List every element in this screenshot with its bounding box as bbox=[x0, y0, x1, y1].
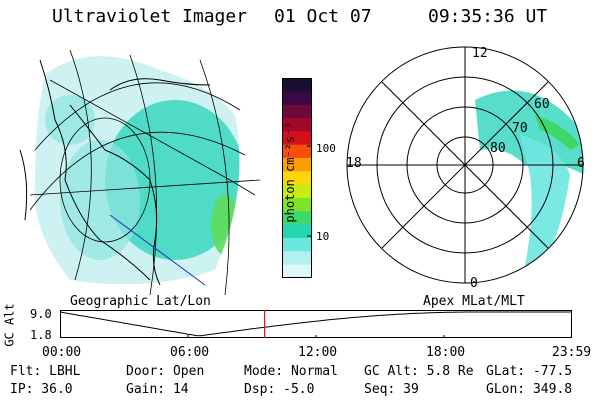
time-label: 09:35:36 UT bbox=[428, 6, 548, 27]
colorbar-swatch bbox=[282, 238, 312, 252]
status-dsp: Dsp: -5.0 bbox=[244, 382, 315, 397]
colorbar-swatch bbox=[282, 118, 312, 132]
altitude-plot bbox=[60, 310, 572, 338]
mlt-label-12: 12 bbox=[472, 46, 488, 61]
status-glat: GLat: -77.5 bbox=[486, 364, 573, 379]
mlt-label-0: 0 bbox=[470, 276, 478, 291]
app-title: Ultraviolet Imager bbox=[52, 6, 248, 27]
status-gain: Gain: 14 bbox=[126, 382, 189, 397]
altitude-ytick-bottom: 1.8 bbox=[30, 328, 52, 342]
status-door: Door: Open bbox=[126, 364, 205, 379]
polar-plot bbox=[346, 46, 584, 284]
status-flt: Flt: LBHL bbox=[10, 364, 81, 379]
mlt-label-6: 6 bbox=[577, 156, 585, 171]
colorbar-swatch bbox=[282, 78, 312, 92]
colorbar-border bbox=[282, 78, 312, 278]
altitude-xtick-0: 00:00 bbox=[42, 345, 82, 360]
colorbar-swatch bbox=[282, 91, 312, 106]
status-gc-alt: GC Alt: 5.8 Re bbox=[364, 364, 474, 379]
polar-caption: Apex MLat/MLT bbox=[423, 294, 525, 309]
geo-caption: Geographic Lat/Lon bbox=[70, 294, 211, 309]
status-mode: Mode: Normal bbox=[244, 364, 338, 379]
status-ip: IP: 36.0 bbox=[10, 382, 73, 397]
colorbar-swatch bbox=[282, 158, 312, 172]
colorbar-swatch bbox=[282, 171, 312, 186]
altitude-ytick-top: 9.0 bbox=[30, 307, 52, 321]
status-seq: Seq: 39 bbox=[364, 382, 419, 397]
colorbar-tick-10: 10 bbox=[316, 230, 330, 243]
altitude-xtick-2: 12:00 bbox=[298, 345, 338, 360]
mlat-label-60: 60 bbox=[534, 97, 550, 112]
color-bar bbox=[282, 78, 312, 278]
colorbar-swatch bbox=[282, 144, 312, 159]
mlt-label-18: 18 bbox=[346, 156, 362, 171]
colorbar-tick-100: 100 bbox=[316, 142, 336, 155]
altitude-xtick-1: 06:00 bbox=[170, 345, 210, 360]
colorbar-swatch bbox=[282, 184, 312, 199]
colorbar-swatch bbox=[282, 131, 312, 146]
colorbar-swatch bbox=[282, 211, 312, 226]
altitude-ylabel: GC Alt bbox=[2, 303, 17, 347]
colorbar-swatch bbox=[282, 251, 312, 266]
colorbar-swatch bbox=[282, 198, 312, 212]
status-glon: GLon: 349.8 bbox=[486, 382, 573, 397]
geographic-image bbox=[19, 49, 261, 295]
colorbar-swatch bbox=[282, 224, 312, 239]
mlat-label-70: 70 bbox=[512, 121, 528, 136]
altitude-xtick-4: 23:59 bbox=[552, 345, 592, 360]
altitude-xtick-3: 18:00 bbox=[426, 345, 466, 360]
date-label: 01 Oct 07 bbox=[274, 6, 372, 27]
altitude-curve bbox=[60, 311, 572, 337]
altitude-plot-frame bbox=[60, 310, 572, 338]
mlat-label-80: 80 bbox=[490, 141, 506, 156]
colorbar-swatch bbox=[282, 264, 312, 278]
colorbar-swatch bbox=[282, 104, 312, 119]
colorbar-unit-label: photon cm⁻²s⁻¹ bbox=[283, 121, 297, 223]
